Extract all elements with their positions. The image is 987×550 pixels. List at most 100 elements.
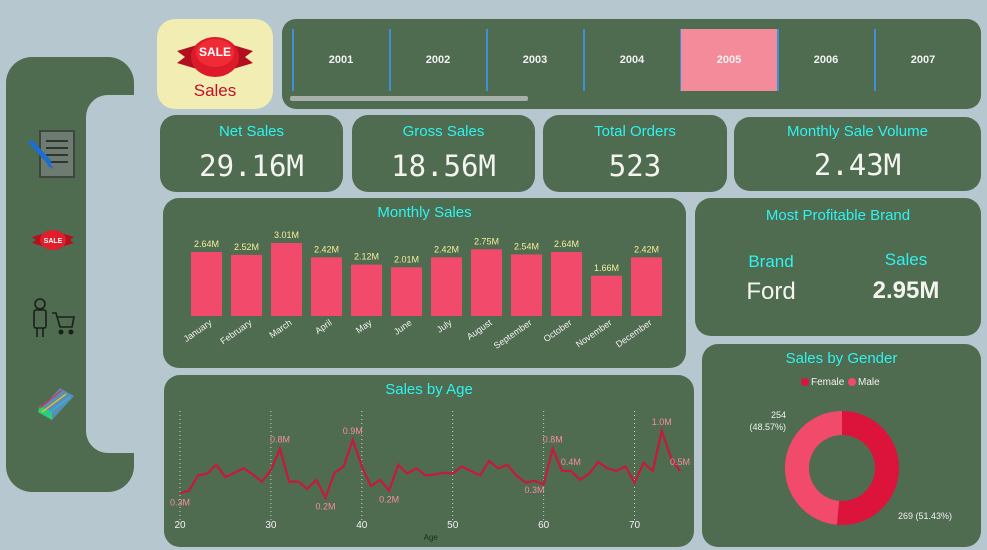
month-tick-label: December — [614, 317, 654, 349]
bar-value-label: 3.01M — [274, 230, 299, 240]
age-tick-label: 20 — [174, 520, 186, 531]
bar-october[interactable] — [551, 252, 582, 316]
bar-april[interactable] — [311, 257, 342, 316]
sales-by-gender-title: Sales by Gender — [785, 350, 898, 367]
bar-august[interactable] — [471, 249, 502, 316]
sale-tag-icon: SALE — [177, 37, 253, 77]
bar-november[interactable] — [591, 275, 622, 316]
bar-value-label: 2.54M — [514, 241, 539, 251]
chart-3d-icon[interactable] — [32, 382, 82, 422]
sales-by-age-chart: 20 30 40 50 60 70 0.3M 0.8M 0.2M 0.9M 0.2M 0.3M 0.8M… — [170, 411, 690, 542]
brand-sales-value: 2.95M — [872, 277, 940, 304]
bar-september[interactable] — [511, 254, 542, 316]
year-slicer: 2001 2002 2003 2004 2005 2006 2007 — [282, 19, 981, 109]
gross-sales-value: 18.56M — [391, 149, 496, 183]
bar-february[interactable] — [231, 254, 262, 316]
month-tick-label: September — [492, 317, 534, 350]
age-point-label: 0.3M — [525, 485, 545, 495]
month-tick-label: October — [542, 317, 574, 344]
monthly-sales-title: Monthly Sales — [377, 204, 472, 221]
year-option-2005[interactable]: 2005 — [681, 29, 777, 91]
total-orders-value: 523 — [608, 149, 662, 183]
age-point-label: 0.5M — [670, 457, 690, 467]
year-option-2006[interactable]: 2006 — [813, 54, 839, 66]
sale-badge-icon[interactable]: SALE — [28, 225, 78, 255]
age-point-label: 0.2M — [315, 502, 335, 512]
bar-june[interactable] — [391, 267, 422, 316]
monthly-sales-card: Monthly Sales 2.64M January 2.52M February 3… — [163, 198, 686, 368]
month-tick-label: August — [465, 317, 494, 342]
sale-badge-text: SALE — [199, 45, 231, 59]
bar-value-label: 2.64M — [194, 239, 219, 249]
age-point-label: 1.0M — [652, 417, 672, 427]
legend-label-male[interactable]: Male — [858, 377, 880, 388]
year-option-2003[interactable]: 2003 — [522, 54, 548, 66]
gross-sales-card: Gross Sales 18.56M — [352, 115, 535, 192]
bar-july[interactable] — [431, 257, 462, 316]
bar-value-label: 2.75M — [474, 236, 499, 246]
sidebar: SALE — [6, 57, 134, 492]
sales-by-gender-card: Sales by Gender 269 (51.43%) 254 (48.57%) F… — [702, 344, 981, 547]
gender-slice-male[interactable] — [784, 411, 842, 525]
total-orders-title: Total Orders — [594, 123, 676, 140]
bar-value-label: 2.01M — [394, 254, 419, 264]
male-slice-percent: (48.57%) — [749, 422, 786, 432]
month-tick-label: January — [182, 317, 214, 344]
bar-value-label: 2.12M — [354, 252, 379, 262]
age-point-label: 0.4M — [561, 457, 581, 467]
monthly-volume-card: Monthly Sale Volume 2.43M — [734, 117, 981, 191]
month-tick-label: November — [574, 317, 614, 349]
sidebar-inner-panel — [86, 95, 134, 453]
age-point-label: 0.3M — [170, 497, 190, 507]
year-separator — [292, 29, 294, 91]
bar-december[interactable] — [631, 257, 662, 316]
net-sales-card: Net Sales 29.16M — [160, 115, 343, 192]
sidebar-sale-text: SALE — [44, 238, 63, 245]
year-option-2002[interactable]: 2002 — [425, 54, 451, 66]
month-tick-label: July — [435, 317, 454, 335]
legend-dot-female — [801, 378, 809, 386]
legend-label-female[interactable]: Female — [811, 377, 845, 388]
age-tick-label: 40 — [356, 520, 368, 531]
gender-slice-female[interactable] — [836, 411, 899, 525]
bar-value-label: 2.42M — [314, 244, 339, 254]
age-tick-label: 50 — [447, 520, 459, 531]
document-pen-icon[interactable] — [24, 127, 80, 183]
brand-label: Brand — [748, 252, 794, 271]
month-tick-label: March — [267, 317, 293, 340]
age-axis-label: Age — [424, 533, 439, 542]
year-option-2004[interactable]: 2004 — [619, 54, 645, 66]
bar-march[interactable] — [271, 243, 302, 316]
year-option-2001[interactable]: 2001 — [328, 54, 354, 66]
month-tick-label: April — [313, 317, 333, 336]
year-option-2007[interactable]: 2007 — [910, 54, 936, 66]
brand-card-title: Most Profitable Brand — [765, 207, 911, 224]
age-tick-label: 30 — [265, 520, 277, 531]
logo-label: Sales — [193, 81, 237, 100]
age-point-label: 0.2M — [379, 495, 399, 505]
legend-dot-male — [848, 378, 856, 386]
male-slice-count: 254 — [771, 410, 786, 420]
bar-value-label: 2.52M — [234, 242, 259, 252]
bar-value-label: 2.42M — [434, 244, 459, 254]
age-point-label: 0.8M — [270, 435, 290, 445]
monthly-volume-title: Monthly Sale Volume — [787, 123, 928, 140]
age-tick-label: 60 — [538, 520, 550, 531]
net-sales-value: 29.16M — [199, 149, 304, 183]
slicer-scrollbar[interactable] — [290, 96, 528, 101]
bar-may[interactable] — [351, 264, 382, 316]
brand-sales-label: Sales — [884, 250, 928, 269]
bar-value-label: 1.66M — [594, 263, 619, 273]
bar-value-label: 2.64M — [554, 239, 579, 249]
age-point-label: 0.9M — [343, 426, 363, 436]
age-sales-line[interactable] — [179, 426, 681, 501]
brand-value: Ford — [746, 278, 796, 305]
bar-january[interactable] — [191, 252, 222, 316]
year-separator — [874, 29, 876, 91]
monthly-sales-chart: 2.64M January 2.52M February 3.01M March 2.42M… — [182, 230, 662, 351]
sales-logo[interactable]: SALE Sales — [157, 19, 273, 109]
customer-cart-icon[interactable] — [28, 297, 78, 341]
bar-value-label: 2.42M — [634, 244, 659, 254]
age-tick-label: 70 — [629, 520, 641, 531]
total-orders-card: Total Orders 523 — [543, 115, 727, 192]
